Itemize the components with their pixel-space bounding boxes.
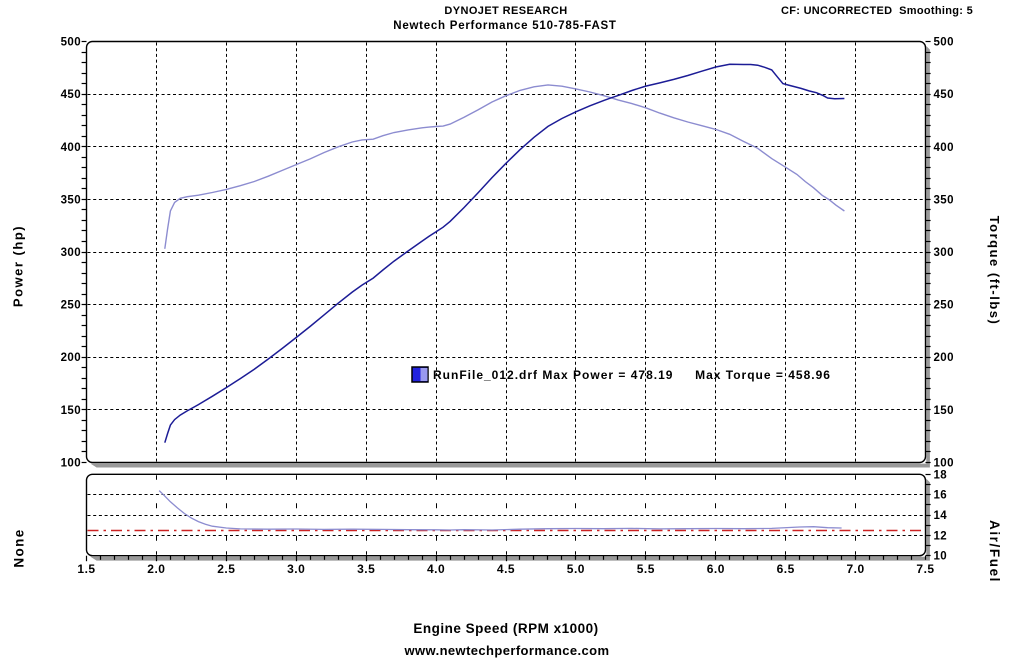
svg-text:150: 150 <box>61 405 81 417</box>
svg-text:CF: UNCORRECTED Smoothing: 5: CF: UNCORRECTED Smoothing: 5 <box>781 5 973 17</box>
svg-text:None: None <box>12 528 27 567</box>
svg-text:200: 200 <box>934 352 954 364</box>
svg-text:300: 300 <box>934 247 954 259</box>
svg-text:7.0: 7.0 <box>847 562 865 576</box>
svg-text:3.5: 3.5 <box>357 562 375 576</box>
svg-text:200: 200 <box>61 352 81 364</box>
svg-text:RunFile_012.drf Max Power = 47: RunFile_012.drf Max Power = 478.19 Max T… <box>433 368 831 382</box>
svg-text:450: 450 <box>61 89 81 101</box>
svg-text:5.5: 5.5 <box>637 562 655 576</box>
svg-text:3.0: 3.0 <box>287 562 305 576</box>
svg-text:6.0: 6.0 <box>707 562 725 576</box>
svg-text:5.0: 5.0 <box>567 562 585 576</box>
svg-text:www.newtechperformance.com: www.newtechperformance.com <box>404 643 610 658</box>
svg-text:450: 450 <box>934 89 954 101</box>
svg-text:10: 10 <box>934 551 948 563</box>
svg-text:250: 250 <box>934 300 954 312</box>
svg-text:12: 12 <box>934 530 948 542</box>
svg-text:16: 16 <box>934 490 948 502</box>
svg-text:Engine Speed (RPM x1000): Engine Speed (RPM x1000) <box>413 621 598 636</box>
svg-text:2.0: 2.0 <box>147 562 165 576</box>
svg-text:4.0: 4.0 <box>427 562 445 576</box>
svg-text:100: 100 <box>934 458 954 470</box>
svg-text:Air/Fuel: Air/Fuel <box>987 520 1002 583</box>
svg-text:7.5: 7.5 <box>916 562 934 576</box>
svg-text:500: 500 <box>934 37 954 49</box>
svg-text:Torque (ft-lbs): Torque (ft-lbs) <box>987 216 1002 326</box>
svg-text:18: 18 <box>934 469 948 481</box>
svg-text:400: 400 <box>934 142 954 154</box>
svg-text:300: 300 <box>61 247 81 259</box>
svg-text:Newtech Performance 510-785-FA: Newtech Performance 510-785-FAST <box>393 20 616 32</box>
svg-text:350: 350 <box>61 194 81 206</box>
svg-text:100: 100 <box>61 458 81 470</box>
svg-text:DYNOJET RESEARCH: DYNOJET RESEARCH <box>444 5 567 17</box>
svg-text:14: 14 <box>934 510 948 522</box>
svg-text:1.5: 1.5 <box>77 562 95 576</box>
svg-text:500: 500 <box>61 37 81 49</box>
svg-text:150: 150 <box>934 405 954 417</box>
svg-text:Power (hp): Power (hp) <box>11 225 26 307</box>
svg-text:2.5: 2.5 <box>217 562 235 576</box>
svg-text:400: 400 <box>61 142 81 154</box>
svg-text:6.5: 6.5 <box>777 562 795 576</box>
svg-text:4.5: 4.5 <box>497 562 515 576</box>
svg-text:350: 350 <box>934 194 954 206</box>
svg-text:250: 250 <box>61 300 81 312</box>
